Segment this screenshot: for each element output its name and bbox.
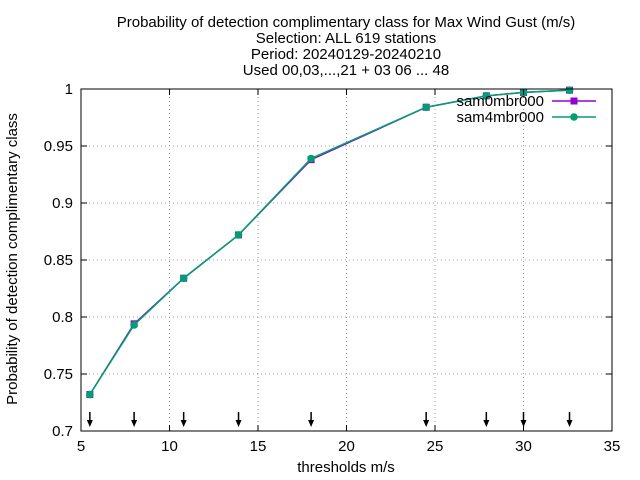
y-tick-label: 0.8 <box>52 309 73 326</box>
data-point-sam4mbr000 <box>130 321 138 329</box>
legend-label: sam4mbr000 <box>456 109 544 126</box>
threshold-arrow <box>566 412 573 427</box>
series-line-sam4mbr000 <box>89 89 570 395</box>
x-tick-label: 30 <box>515 438 532 455</box>
threshold-arrow-head <box>308 420 315 427</box>
data-point-sam4mbr000 <box>86 390 94 399</box>
threshold-arrow <box>180 412 187 427</box>
y-tick-label: 0.95 <box>44 138 73 155</box>
threshold-markers <box>86 412 573 427</box>
threshold-arrow <box>86 412 93 427</box>
threshold-arrow <box>483 412 490 427</box>
y-tick-label: 0.9 <box>52 195 73 212</box>
axis-ticks: 5 10 15 20 25 30 35 0.7 0.75 0.8 0.85 0.9 0.95 1 <box>44 81 621 455</box>
data-point-sam4mbr000 <box>179 274 188 283</box>
threshold-arrow <box>131 412 138 427</box>
plot-frame <box>80 88 613 432</box>
legend-label: sam0mbr000 <box>456 93 544 110</box>
threshold-arrow-head <box>566 420 573 427</box>
x-tick-label: 20 <box>338 438 355 455</box>
threshold-arrow <box>308 412 315 427</box>
title-line: Used 00,03,...,21 + 03 06 ... 48 <box>243 62 449 79</box>
threshold-arrow <box>235 412 242 427</box>
series-line-sam0mbr000 <box>89 89 570 395</box>
legend-marker <box>570 113 578 121</box>
series-lines <box>86 86 574 399</box>
threshold-arrow-head <box>86 420 93 427</box>
x-tick-label: 25 <box>427 438 444 455</box>
threshold-arrow-head <box>520 420 527 427</box>
data-point-sam4mbr000 <box>234 231 243 239</box>
data-point-sam4mbr000 <box>307 154 315 163</box>
threshold-arrow-head <box>131 420 138 427</box>
grid <box>81 89 612 431</box>
data-point-sam4mbr000 <box>565 86 574 94</box>
threshold-arrow-head <box>180 420 187 427</box>
plot-border <box>80 88 613 432</box>
x-tick-label: 10 <box>161 438 178 455</box>
threshold-arrow-head <box>235 420 242 427</box>
legend-marker <box>570 97 578 105</box>
y-tick-label: 0.7 <box>52 423 73 440</box>
y-tick-label: 0.85 <box>44 252 73 269</box>
threshold-arrow-head <box>483 420 490 427</box>
x-tick-label: 5 <box>77 438 85 455</box>
title-line: Selection: ALL 619 stations <box>256 30 436 47</box>
y-tick-label: 1 <box>65 81 73 98</box>
threshold-arrow <box>520 412 527 427</box>
chart-title: Probability of detection complimentary c… <box>117 14 575 79</box>
threshold-arrow <box>423 412 430 427</box>
threshold-arrow-head <box>423 420 430 427</box>
title-line: Period: 20240129-20240210 <box>251 46 441 63</box>
title-line: Probability of detection complimentary c… <box>117 14 575 31</box>
y-axis-label: Probability of detection complimentary c… <box>4 113 21 405</box>
data-point-sam4mbr000 <box>422 103 430 112</box>
x-tick-label: 35 <box>604 438 621 455</box>
data-point-sam4mbr000 <box>482 92 491 100</box>
x-tick-label: 15 <box>250 438 267 455</box>
x-axis-label: thresholds m/s <box>297 459 395 476</box>
y-tick-label: 0.75 <box>44 366 73 383</box>
